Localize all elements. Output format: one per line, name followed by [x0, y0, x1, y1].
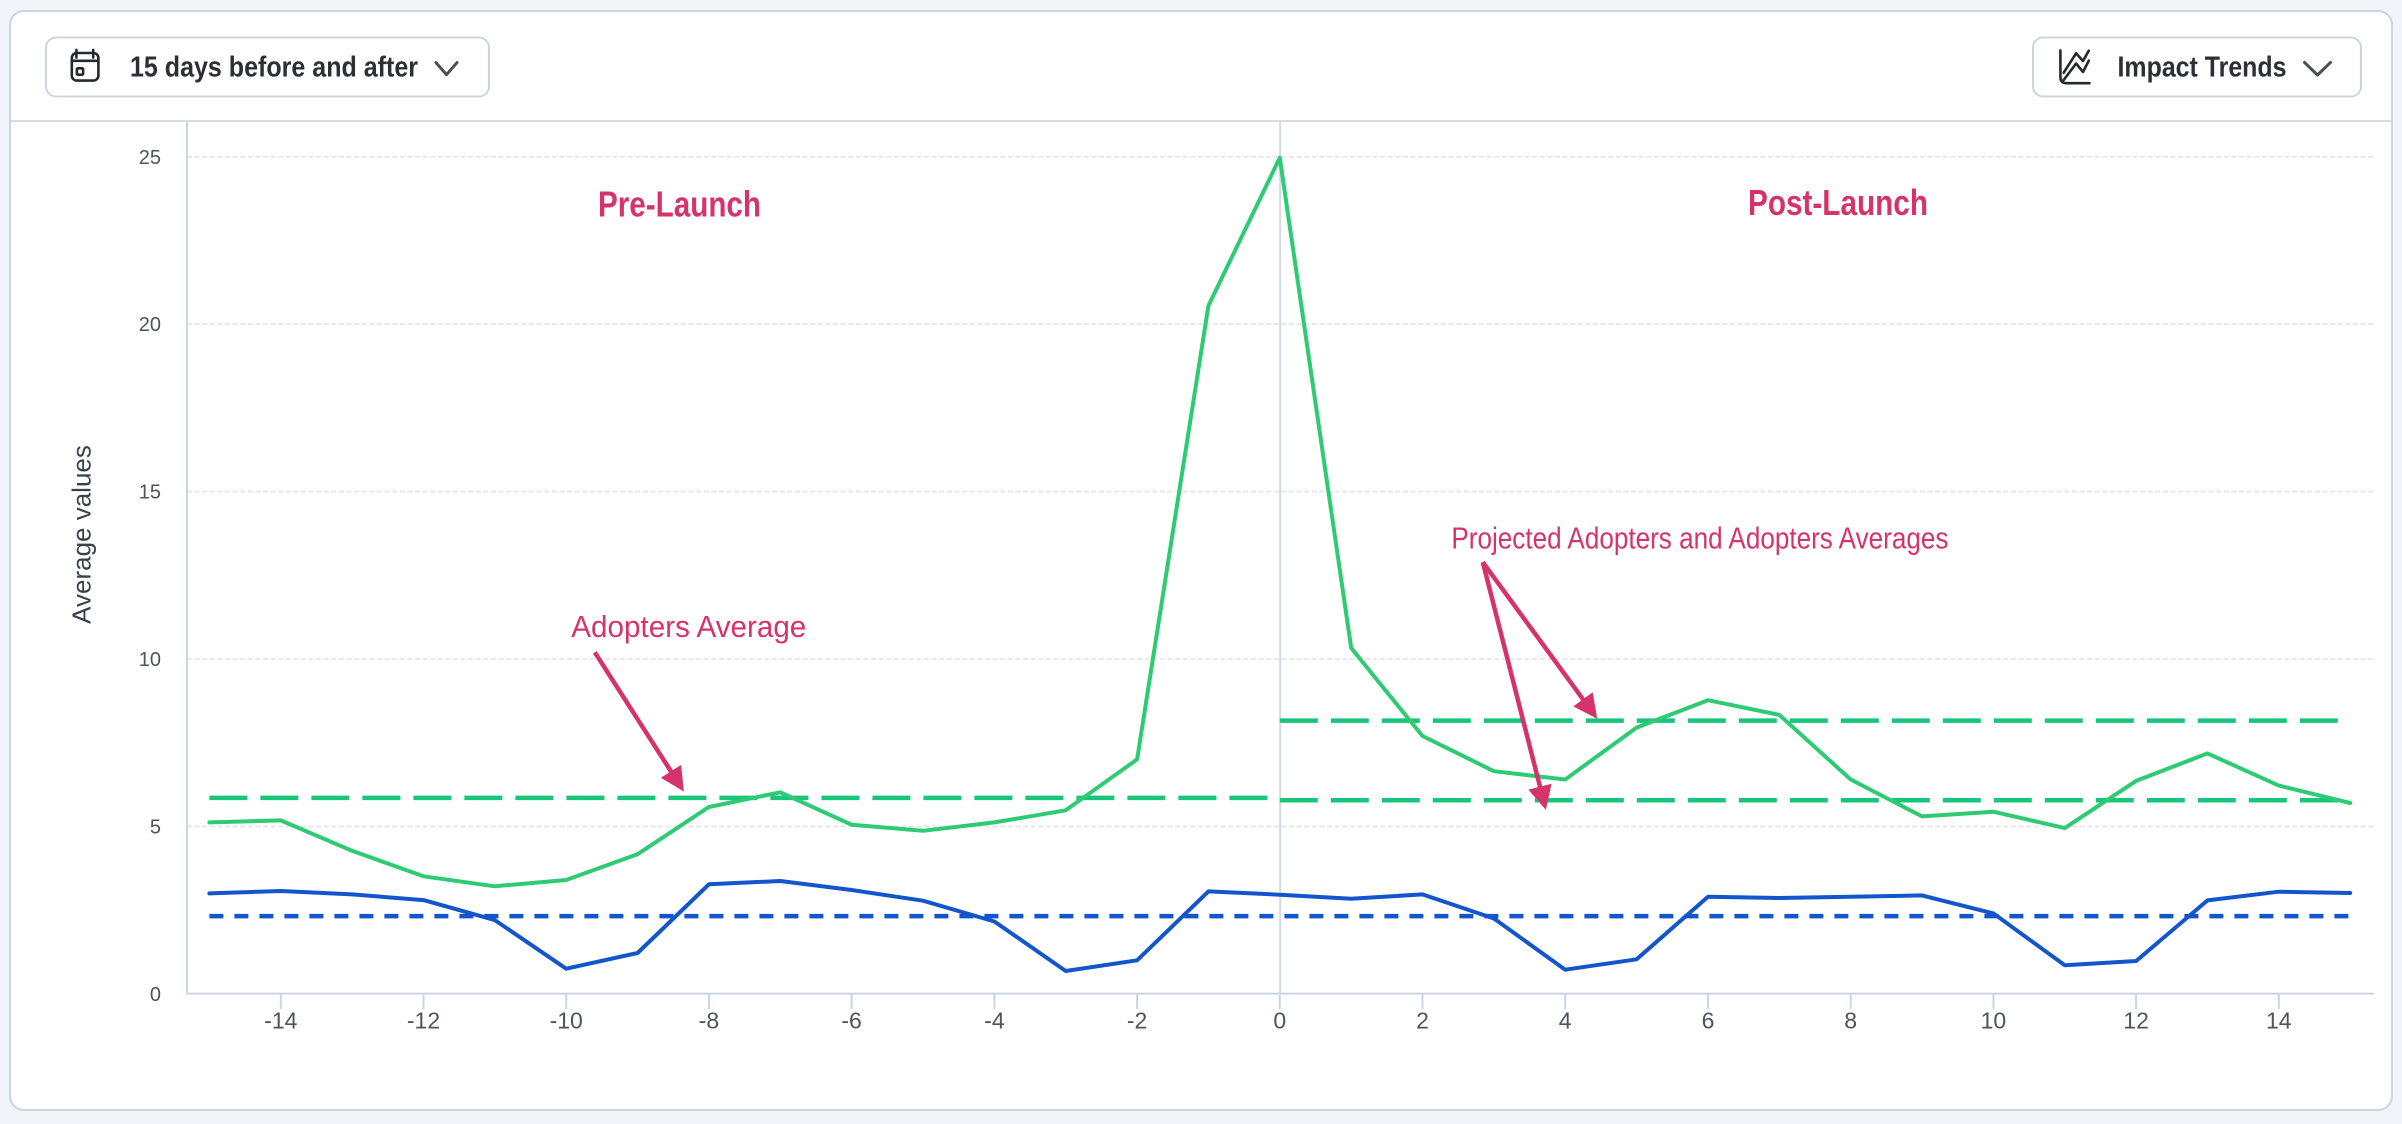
- svg-text:Average values: Average values: [67, 445, 97, 624]
- svg-text:20: 20: [139, 314, 161, 336]
- svg-text:-10: -10: [550, 1008, 583, 1034]
- svg-text:0: 0: [150, 984, 161, 1006]
- svg-text:Pre-Launch: Pre-Launch: [598, 184, 761, 225]
- svg-text:12: 12: [2123, 1008, 2149, 1034]
- svg-text:Projected Adopters and Adopter: Projected Adopters and Adopters Averages: [1451, 521, 1948, 556]
- svg-text:-14: -14: [264, 1008, 297, 1034]
- svg-text:2: 2: [1416, 1008, 1429, 1034]
- svg-text:-12: -12: [407, 1008, 440, 1034]
- svg-text:-8: -8: [699, 1008, 719, 1034]
- svg-text:-6: -6: [841, 1008, 861, 1034]
- svg-text:0: 0: [1273, 1008, 1286, 1034]
- svg-text:-4: -4: [984, 1008, 1005, 1034]
- svg-text:6: 6: [1702, 1008, 1715, 1034]
- svg-text:15 days before and after: 15 days before and after: [130, 52, 418, 84]
- svg-text:5: 5: [150, 816, 161, 838]
- svg-text:14: 14: [2266, 1008, 2292, 1034]
- svg-text:15: 15: [139, 482, 161, 504]
- svg-text:10: 10: [139, 649, 161, 671]
- svg-text:10: 10: [1981, 1008, 2007, 1034]
- svg-text:Impact Trends: Impact Trends: [2118, 52, 2287, 84]
- svg-text:-2: -2: [1127, 1008, 1147, 1034]
- svg-text:Post-Launch: Post-Launch: [1748, 182, 1928, 223]
- svg-text:4: 4: [1559, 1008, 1572, 1034]
- svg-text:8: 8: [1844, 1008, 1857, 1034]
- svg-text:25: 25: [139, 147, 161, 169]
- svg-text:Adopters Average: Adopters Average: [571, 609, 806, 644]
